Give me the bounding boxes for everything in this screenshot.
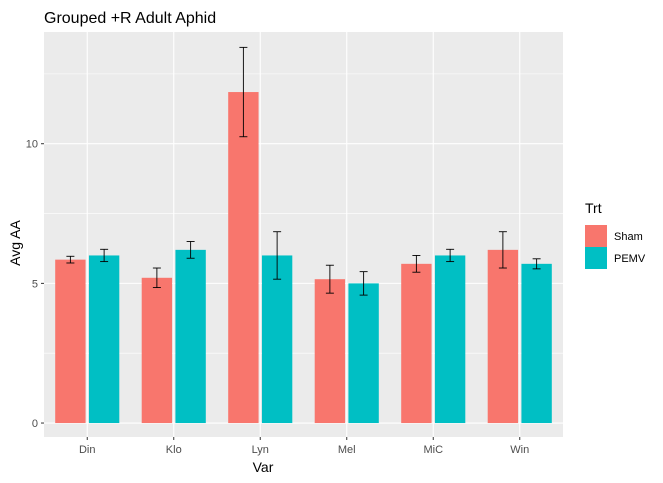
error-bars — [66, 46, 541, 296]
x-tick-label: MiC — [423, 444, 443, 456]
bars — [55, 92, 552, 424]
bar-pemv-din — [88, 255, 120, 424]
bar-sham-klo — [141, 277, 173, 424]
legend-key-pemv — [585, 247, 607, 269]
chart-title: Grouped +R Adult Aphid — [44, 10, 216, 27]
x-tick-label: Lyn — [252, 444, 269, 456]
bar-pemv-mic — [434, 255, 466, 424]
legend: Trt Sham PEMV — [585, 200, 646, 269]
x-tick-label: Klo — [166, 444, 182, 456]
x-axis-title: Var — [253, 459, 274, 475]
plot-panel — [44, 32, 563, 437]
legend-key-sham — [585, 225, 607, 247]
bar-sham-din — [55, 259, 86, 424]
x-tick-label: Din — [79, 444, 96, 456]
y-tick-label: 0 — [32, 418, 38, 430]
legend-title: Trt — [585, 200, 602, 216]
bar-pemv-klo — [175, 249, 206, 424]
x-tick-label: Mel — [338, 444, 356, 456]
bar-pemv-mel — [348, 283, 379, 424]
bar-sham-lyn — [228, 92, 259, 424]
bar-pemv-lyn — [261, 255, 293, 424]
bar-sham-mic — [401, 263, 432, 424]
x-tick-label: Win — [510, 444, 529, 456]
minor-gridlines — [44, 73, 563, 354]
y-axis: 0 5 10 — [26, 139, 44, 430]
x-axis: Din Klo Lyn Mel MiC Win — [79, 437, 529, 456]
bar-sham-mel — [314, 279, 346, 424]
legend-label: PEMV — [614, 253, 646, 265]
y-axis-title: Avg AA — [7, 220, 23, 266]
y-tick-label: 5 — [32, 278, 38, 290]
y-tick-label: 10 — [26, 139, 38, 151]
legend-label: Sham — [614, 231, 643, 243]
major-gridlines — [44, 32, 563, 437]
bar-sham-win — [487, 249, 519, 424]
bar-pemv-win — [521, 263, 552, 424]
